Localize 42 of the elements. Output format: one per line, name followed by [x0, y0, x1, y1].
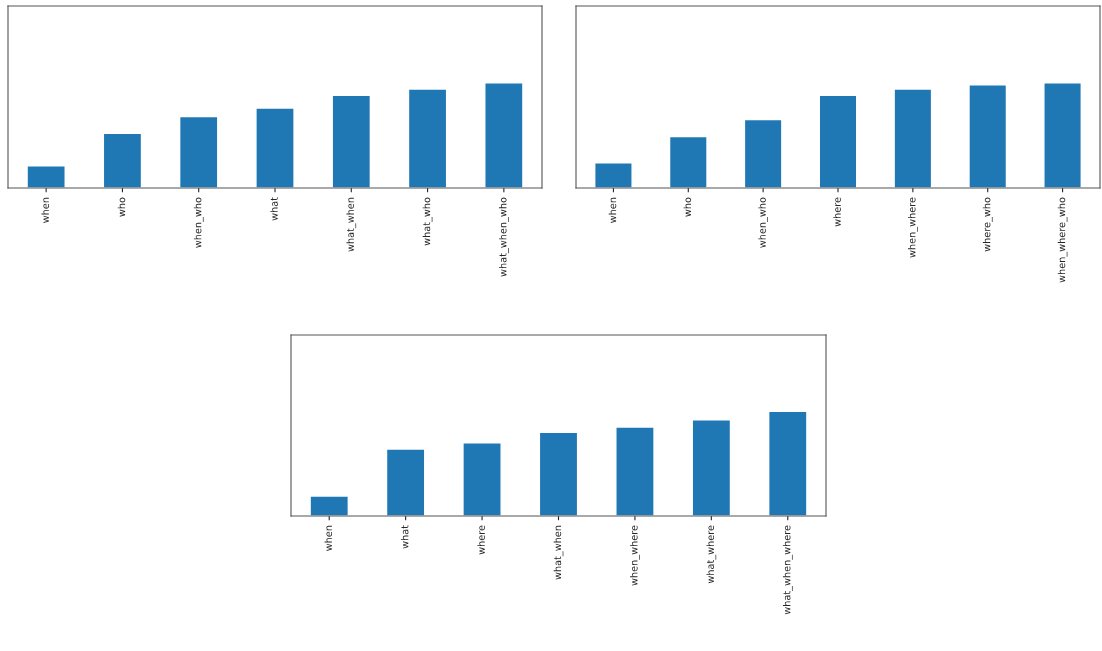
x-tick-label: what_where [706, 525, 717, 584]
x-tick-label: what_when_who [499, 197, 509, 277]
x-tick-label: where [477, 525, 485, 555]
bar [102, 132, 143, 188]
bar [309, 495, 350, 516]
bar [668, 135, 708, 188]
x-tick-label: when_where_who [1057, 197, 1068, 283]
x-tick-label: when [41, 197, 49, 223]
bar [407, 88, 448, 188]
x-tick-label: when_who [193, 197, 204, 248]
bar [1043, 82, 1082, 188]
x-tick-label: when [324, 525, 333, 551]
bar [462, 442, 502, 516]
x-tick-label: where [833, 197, 841, 227]
bar [818, 94, 858, 188]
x-tick-label: who [683, 197, 692, 217]
x-tick-label: what_who [422, 197, 433, 246]
x-tick-label: when_where [630, 525, 640, 586]
x-tick-label: when_where [908, 197, 918, 258]
x-tick-label: what_when [346, 197, 357, 252]
bar [26, 165, 66, 188]
bar [178, 115, 219, 188]
bar [538, 431, 579, 516]
x-tick-label: what [400, 525, 409, 549]
bar [691, 419, 732, 516]
bar [743, 118, 783, 188]
bar [255, 107, 295, 188]
bar [385, 448, 426, 516]
x-tick-label: when_who [758, 197, 768, 248]
x-tick-label: when [608, 197, 617, 223]
x-tick-label: who [117, 197, 126, 217]
bar [968, 84, 1008, 188]
bar [615, 426, 655, 516]
x-tick-label: where_who [982, 197, 993, 252]
bar [484, 82, 524, 188]
bar [767, 410, 808, 516]
bar [331, 94, 372, 188]
x-tick-label: what [270, 197, 278, 221]
x-tick-label: what_when_where [782, 525, 793, 615]
bar [594, 162, 633, 188]
bar [893, 88, 933, 188]
x-tick-label: what_when [553, 525, 564, 580]
